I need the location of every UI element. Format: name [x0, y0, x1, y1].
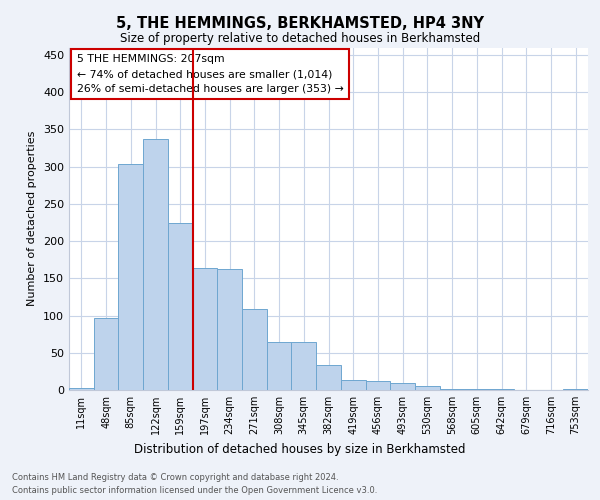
Bar — [341, 380, 365, 390]
Bar — [242, 309, 267, 390]
Y-axis label: Number of detached properties: Number of detached properties — [28, 131, 37, 306]
Bar — [365, 381, 390, 390]
Bar — [390, 384, 415, 390]
Bar — [118, 164, 143, 390]
Bar — [168, 223, 193, 390]
Bar — [563, 388, 588, 390]
Text: 5, THE HEMMINGS, BERKHAMSTED, HP4 3NY: 5, THE HEMMINGS, BERKHAMSTED, HP4 3NY — [116, 16, 484, 31]
Bar — [69, 388, 94, 390]
Bar — [316, 366, 341, 390]
Bar — [94, 318, 118, 390]
Bar — [267, 342, 292, 390]
Bar — [217, 268, 242, 390]
Text: Contains HM Land Registry data © Crown copyright and database right 2024.: Contains HM Land Registry data © Crown c… — [12, 472, 338, 482]
Text: Size of property relative to detached houses in Berkhamsted: Size of property relative to detached ho… — [120, 32, 480, 45]
Bar — [440, 388, 464, 390]
Text: 5 THE HEMMINGS: 207sqm
← 74% of detached houses are smaller (1,014)
26% of semi-: 5 THE HEMMINGS: 207sqm ← 74% of detached… — [77, 54, 344, 94]
Bar — [415, 386, 440, 390]
Text: Contains public sector information licensed under the Open Government Licence v3: Contains public sector information licen… — [12, 486, 377, 495]
Bar — [292, 342, 316, 390]
Bar — [193, 268, 217, 390]
Bar — [143, 139, 168, 390]
Text: Distribution of detached houses by size in Berkhamsted: Distribution of detached houses by size … — [134, 442, 466, 456]
